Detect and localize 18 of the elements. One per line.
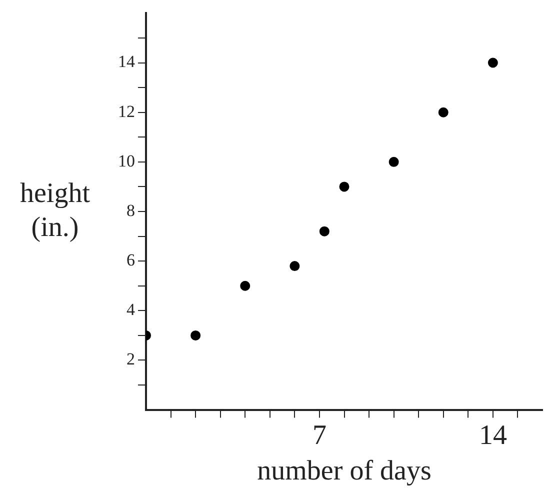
y-tick-label: 6 (126, 250, 135, 270)
y-tick-label: 2 (126, 350, 135, 369)
y-tick-label: 8 (126, 200, 135, 220)
y-tick-label: 12 (118, 102, 135, 121)
point (319, 226, 330, 236)
y-tick-label: 4 (126, 300, 136, 320)
point (190, 330, 201, 340)
y-tick-label: 14 (118, 52, 136, 72)
y-axis-title: height (in.) (20, 178, 90, 243)
point (290, 261, 300, 272)
point (339, 182, 350, 192)
x-axis-title: number of days (257, 456, 432, 487)
point (438, 107, 448, 118)
y-tick-label: 10 (118, 151, 135, 170)
x-tick-label: 7 (312, 420, 326, 451)
point (388, 156, 399, 167)
point (240, 280, 250, 291)
point (488, 58, 498, 68)
